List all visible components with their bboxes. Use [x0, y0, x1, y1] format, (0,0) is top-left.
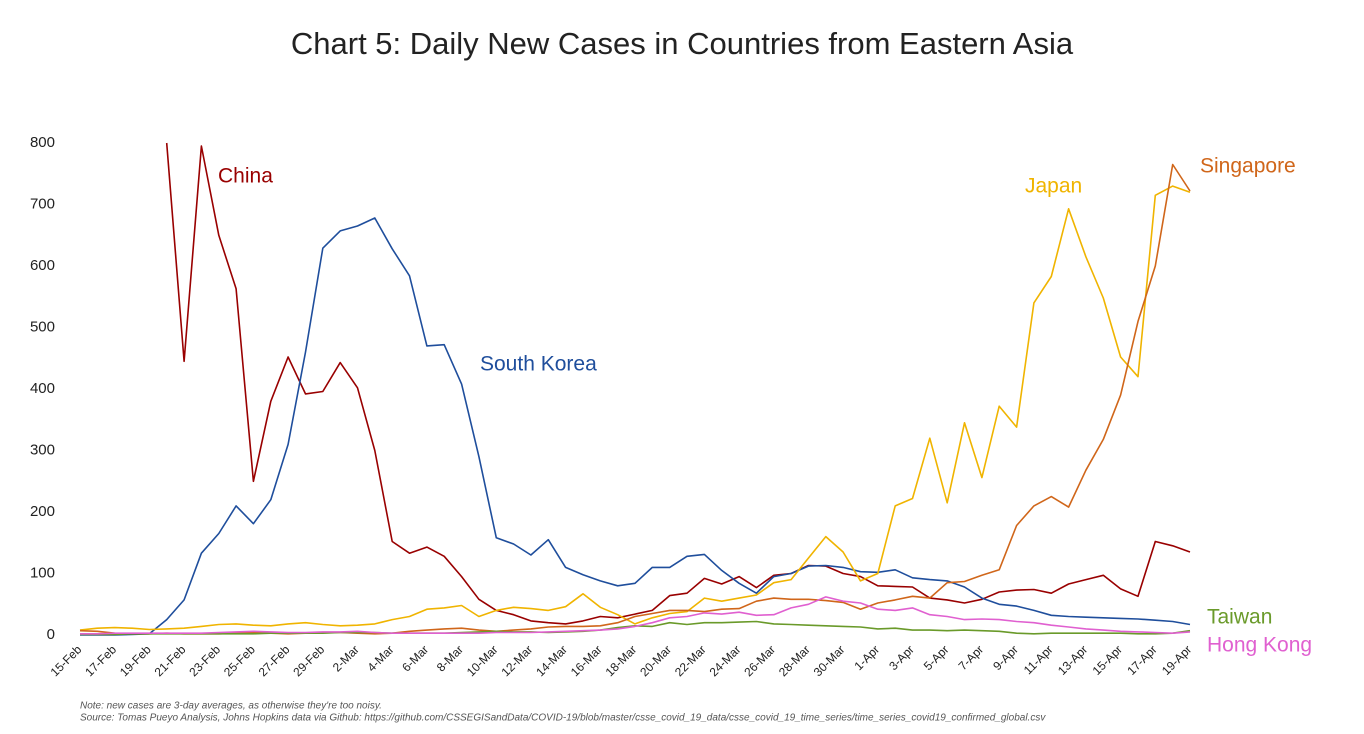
x-tick-label: 2-Mar [330, 642, 362, 674]
x-tick-label: 3-Apr [886, 642, 917, 673]
x-tick-label: 22-Mar [672, 642, 709, 679]
x-tick-label: 30-Mar [811, 642, 848, 679]
y-tick-label: 500 [30, 318, 55, 335]
x-tick-label: 12-Mar [499, 642, 536, 679]
series-line [80, 217, 1191, 636]
x-tick-label: 19-Feb [117, 642, 154, 679]
note: Note: new cases are 3-day averages, as o… [80, 701, 382, 712]
x-tick-label: 15-Apr [1090, 642, 1125, 677]
series-label: Hong Kong [1207, 634, 1312, 657]
series-label: Singapore [1200, 155, 1296, 178]
x-tick-label: 28-Mar [776, 642, 813, 679]
y-tick-label: 800 [30, 134, 55, 151]
x-tick-label: 18-Mar [603, 642, 640, 679]
y-tick-label: 700 [30, 195, 55, 212]
x-tick-label: 17-Feb [82, 642, 119, 679]
x-tick-label: 8-Mar [434, 642, 466, 674]
x-tick-label: 5-Apr [921, 642, 952, 673]
series-label: Taiwan [1207, 606, 1272, 629]
x-tick-label: 21-Feb [152, 642, 189, 679]
chart-title: Chart 5: Daily New Cases in Countries fr… [291, 26, 1074, 61]
series-line [80, 596, 1191, 635]
y-tick-label: 300 [30, 441, 55, 458]
x-tick-label: 20-Mar [637, 642, 674, 679]
x-tick-label: 25-Feb [221, 642, 258, 679]
x-tick-label: 7-Apr [956, 642, 987, 673]
series-label: Japan [1025, 175, 1082, 198]
x-tick-label: 29-Feb [290, 642, 327, 679]
x-tick-label: 16-Mar [568, 642, 605, 679]
series-label: China [218, 165, 273, 188]
x-tick-label: 10-Mar [464, 642, 501, 679]
y-tick-label: 600 [30, 257, 55, 274]
series-label: South Korea [480, 353, 597, 376]
x-tick-label: 27-Feb [256, 642, 293, 679]
y-tick-label: 200 [30, 503, 55, 520]
source: Source: Tomas Pueyo Analysis, Johns Hopk… [80, 713, 1046, 724]
x-tick-label: 6-Mar [399, 642, 431, 674]
x-tick-label: 26-Mar [741, 642, 778, 679]
x-tick-label: 19-Apr [1159, 642, 1194, 677]
x-tick-label: 17-Apr [1124, 642, 1159, 677]
x-tick-label: 15-Feb [48, 642, 85, 679]
series-line [165, 142, 1191, 625]
y-tick-label: 0 [47, 626, 55, 643]
x-tick-label: 14-Mar [533, 642, 570, 679]
x-tick-label: 11-Apr [1021, 642, 1056, 677]
x-tick-label: 24-Mar [707, 642, 744, 679]
x-tick-label: 13-Apr [1055, 642, 1090, 677]
x-tick-label: 9-Apr [990, 642, 1021, 673]
series-line [79, 185, 1191, 631]
x-tick-label: 1-Apr [852, 642, 883, 673]
x-tick-label: 23-Feb [186, 642, 223, 679]
x-tick-label: 4-Mar [364, 642, 396, 674]
y-tick-label: 100 [30, 564, 55, 581]
y-tick-label: 400 [30, 380, 55, 397]
